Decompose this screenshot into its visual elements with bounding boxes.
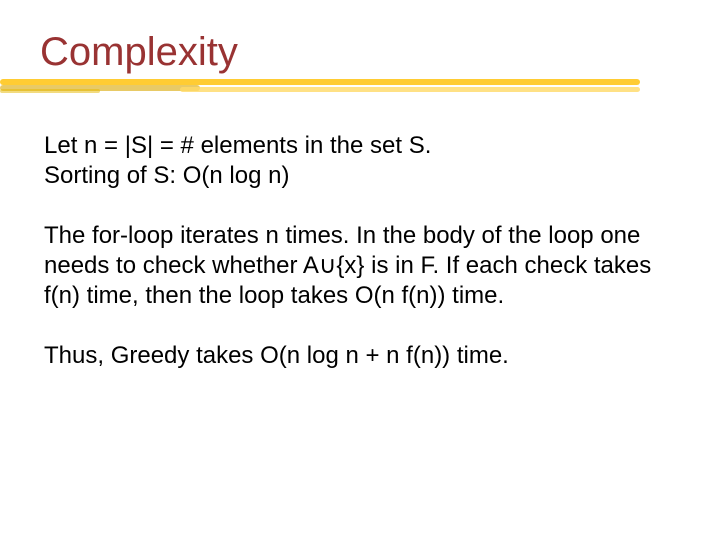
slide-container: Complexity Let n = |S| = # elements in t… xyxy=(0,0,720,391)
p1-line1: Let n = |S| = # elements in the set S. xyxy=(44,131,680,161)
p1-line2: Sorting of S: O(n log n) xyxy=(44,161,680,191)
title-underline xyxy=(0,79,720,103)
underline-stroke-4 xyxy=(0,89,100,93)
paragraph-3: Thus, Greedy takes O(n log n + n f(n)) t… xyxy=(44,341,680,371)
underline-stroke-3 xyxy=(180,87,640,92)
slide-body: Let n = |S| = # elements in the set S. S… xyxy=(44,131,680,371)
slide-title: Complexity xyxy=(40,30,680,75)
paragraph-2: The for-loop iterates n times. In the bo… xyxy=(44,221,680,311)
paragraph-1: Let n = |S| = # elements in the set S. S… xyxy=(44,131,680,191)
